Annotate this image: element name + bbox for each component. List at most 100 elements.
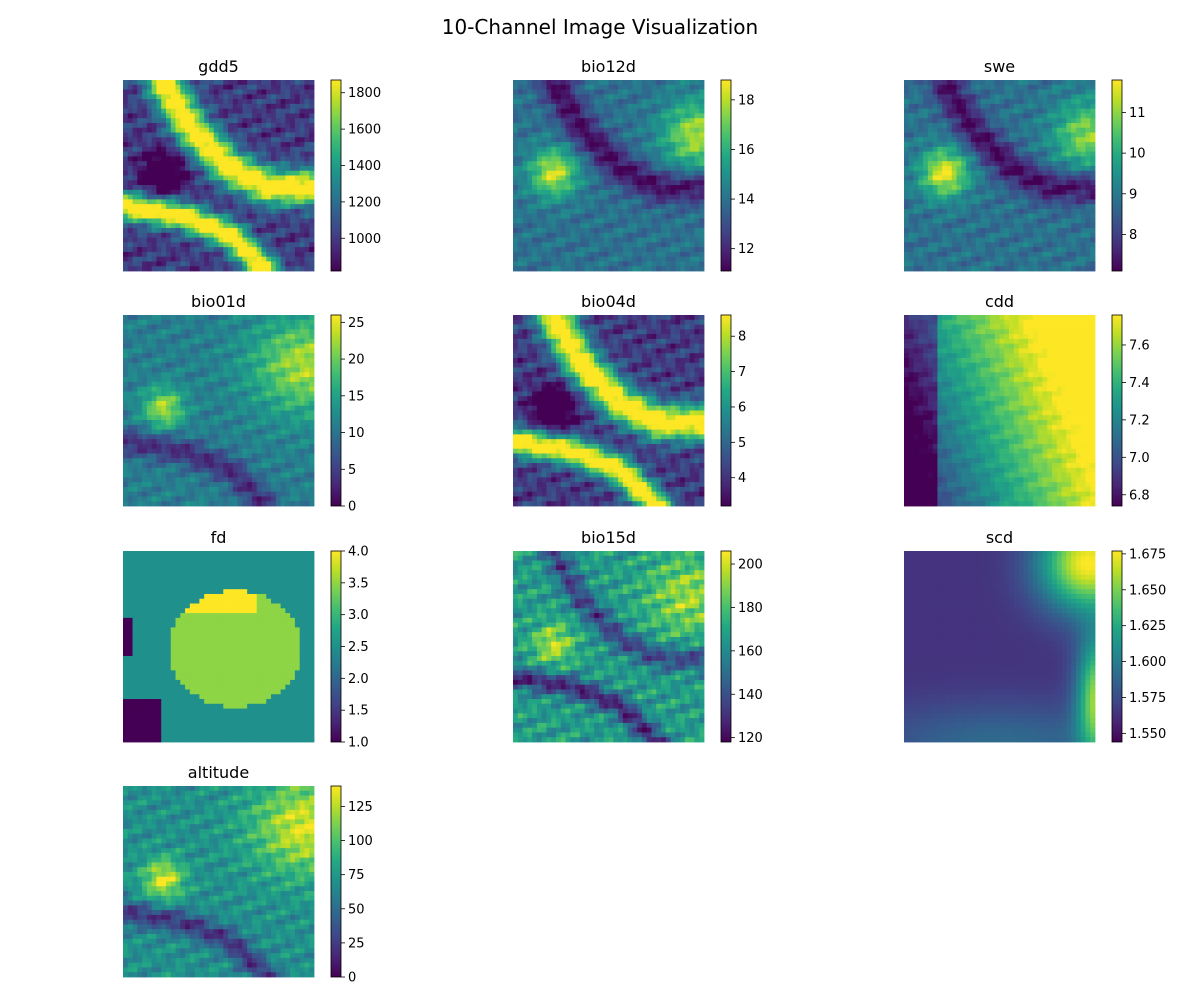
heatmap-cell bbox=[694, 247, 700, 253]
heatmap-cell bbox=[261, 170, 267, 176]
heatmap-cell bbox=[513, 256, 519, 262]
heatmap-cell bbox=[989, 194, 996, 200]
heatmap-cell bbox=[1066, 118, 1072, 124]
heatmap-cell bbox=[675, 261, 681, 267]
heatmap-cell bbox=[1042, 113, 1048, 119]
heatmap-cell bbox=[223, 189, 229, 195]
heatmap-cell bbox=[1013, 180, 1020, 186]
heatmap-cell bbox=[661, 170, 667, 176]
heatmap-cell bbox=[1066, 132, 1072, 138]
heatmap-cell bbox=[290, 108, 296, 114]
heatmap-cell bbox=[517, 151, 523, 157]
heatmap-cell bbox=[261, 189, 267, 195]
heatmap-cell bbox=[1028, 118, 1034, 124]
heatmap-cell bbox=[918, 218, 924, 224]
heatmap-cell bbox=[290, 256, 296, 262]
heatmap-cell bbox=[517, 204, 523, 210]
heatmap-cell bbox=[132, 94, 138, 100]
heatmap-cell bbox=[584, 80, 590, 86]
heatmap-cell bbox=[127, 237, 133, 243]
heatmap-cell bbox=[994, 156, 1000, 162]
heatmap-cell bbox=[189, 223, 196, 229]
heatmap-cell bbox=[584, 242, 590, 248]
heatmap-cell bbox=[999, 137, 1005, 143]
heatmap-cell bbox=[247, 94, 253, 100]
heatmap-cell bbox=[247, 319, 253, 325]
heatmap-cell bbox=[532, 84, 538, 90]
heatmap-cell bbox=[251, 247, 258, 253]
heatmap-cell bbox=[275, 99, 281, 105]
heatmap-cell bbox=[1080, 122, 1086, 129]
heatmap-cell bbox=[946, 122, 953, 129]
heatmap-cell bbox=[261, 194, 267, 200]
heatmap-cell bbox=[513, 228, 519, 234]
heatmap-cell bbox=[684, 256, 691, 262]
heatmap-cell bbox=[951, 208, 957, 215]
heatmap-cell bbox=[579, 118, 586, 124]
heatmap-cell bbox=[189, 228, 196, 234]
heatmap-cell bbox=[194, 170, 200, 176]
heatmap-cell bbox=[618, 122, 624, 129]
heatmap-cell bbox=[1075, 151, 1082, 157]
heatmap-cell bbox=[247, 108, 253, 114]
heatmap-cell bbox=[555, 132, 562, 138]
heatmap-cell bbox=[646, 170, 652, 176]
heatmap-cell bbox=[661, 194, 667, 200]
heatmap-cell bbox=[213, 208, 219, 215]
heatmap-cell bbox=[656, 122, 662, 129]
heatmap-cell bbox=[584, 223, 590, 229]
heatmap-cell bbox=[151, 315, 157, 321]
heatmap-cell bbox=[646, 161, 652, 167]
heatmap-cell bbox=[989, 84, 996, 90]
heatmap-cell bbox=[1052, 189, 1058, 195]
heatmap-cell bbox=[551, 208, 557, 215]
heatmap-cell bbox=[627, 156, 633, 162]
heatmap-cell bbox=[1023, 142, 1029, 148]
heatmap-cell bbox=[1037, 151, 1043, 157]
heatmap-cell bbox=[1004, 237, 1010, 243]
heatmap-cell bbox=[275, 165, 281, 172]
heatmap-cell bbox=[1071, 185, 1077, 191]
heatmap-cell bbox=[1085, 204, 1091, 210]
heatmap-cell bbox=[689, 113, 695, 119]
heatmap-cell bbox=[999, 261, 1005, 267]
heatmap-cell bbox=[513, 185, 519, 191]
heatmap-cell bbox=[1032, 170, 1039, 176]
heatmap-cell bbox=[285, 118, 291, 124]
heatmap-cell bbox=[180, 103, 186, 110]
heatmap-cell bbox=[570, 213, 576, 219]
heatmap-cell bbox=[142, 170, 148, 176]
heatmap-cell bbox=[237, 324, 243, 330]
heatmap-cell bbox=[132, 161, 138, 167]
heatmap-cell bbox=[584, 113, 590, 119]
heatmap-cell bbox=[951, 228, 957, 234]
heatmap-cell bbox=[966, 199, 972, 205]
heatmap-cell bbox=[170, 146, 176, 153]
heatmap-cell bbox=[584, 127, 590, 133]
heatmap-cell bbox=[271, 319, 277, 325]
heatmap-cell bbox=[937, 251, 943, 258]
heatmap-cell bbox=[637, 137, 643, 143]
heatmap-cell bbox=[237, 103, 243, 110]
heatmap-cell bbox=[1061, 218, 1067, 224]
heatmap-cell bbox=[123, 89, 129, 95]
heatmap-cell bbox=[127, 127, 133, 133]
heatmap-cell bbox=[904, 161, 910, 167]
heatmap-cell bbox=[646, 99, 652, 105]
heatmap-cell bbox=[1018, 189, 1024, 195]
heatmap-cell bbox=[975, 208, 981, 215]
heatmap-cell bbox=[527, 204, 533, 210]
heatmap-cell bbox=[570, 146, 576, 153]
heatmap-cell bbox=[1080, 180, 1086, 186]
heatmap-cell bbox=[942, 161, 948, 167]
heatmap-cell bbox=[146, 170, 153, 176]
heatmap-cell bbox=[142, 189, 148, 195]
heatmap-cell bbox=[309, 223, 315, 229]
heatmap-cell bbox=[594, 99, 600, 105]
heatmap-cell bbox=[151, 99, 157, 105]
heatmap-cell bbox=[579, 261, 586, 267]
heatmap-cell bbox=[123, 113, 129, 119]
heatmap-cell bbox=[1085, 137, 1091, 143]
heatmap-cell bbox=[966, 103, 972, 110]
heatmap-cell bbox=[1061, 199, 1067, 205]
